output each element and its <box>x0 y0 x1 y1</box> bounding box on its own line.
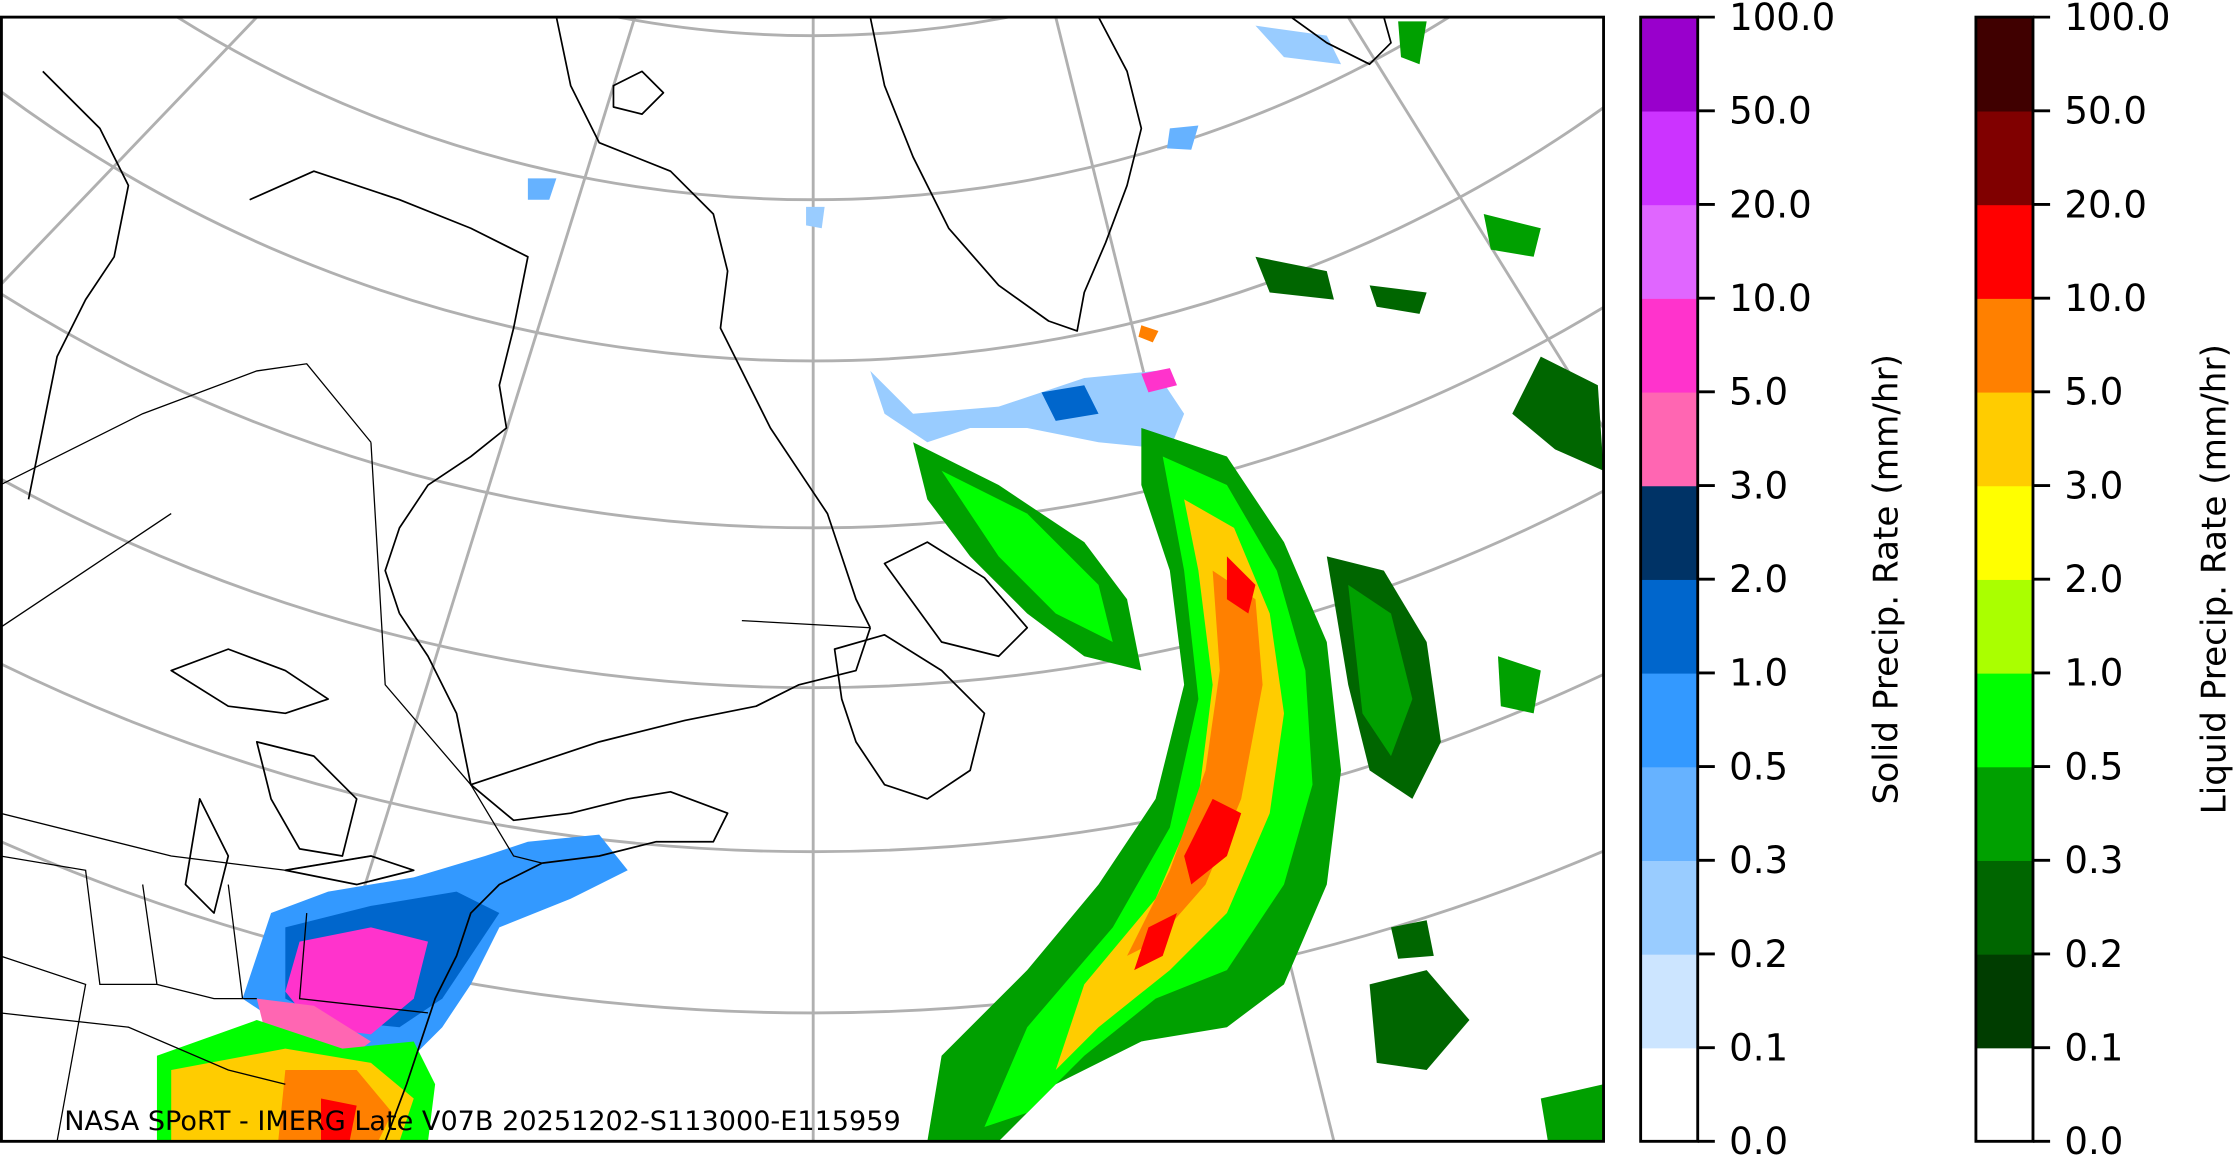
colorbar-bin <box>1640 953 1698 1049</box>
solid-colorbar-title: Solid Precip. Rate (mm/hr) <box>1866 354 1906 804</box>
colorbar-tick-label: 2.0 <box>2064 558 2123 601</box>
colorbar-bin <box>1975 672 2033 768</box>
colorbar-bin <box>1640 204 1698 299</box>
colorbar-bin <box>1975 953 2033 1049</box>
precip-solid-labrador-sea <box>870 368 1185 450</box>
colorbar-tick-label: 0.3 <box>2064 839 2123 882</box>
colorbar-tick-label: 0.0 <box>2064 1120 2123 1163</box>
map-panel <box>1 17 1604 1142</box>
coastlines <box>27 17 1392 1142</box>
colorbar-bin <box>1975 485 2033 580</box>
colorbar-bin <box>1640 110 1698 206</box>
colorbar-tick-label: 3.0 <box>2064 464 2123 507</box>
colorbar-tick-label: 10.0 <box>2064 277 2147 320</box>
colorbar-tick-label: 0.5 <box>1729 745 1788 788</box>
colorbar-bin <box>1975 860 2033 955</box>
colorbar-bin <box>1640 860 1698 955</box>
solid-precip-colorbar: 0.0 0.1 0.2 0.3 0.5 1.0 2.0 3.0 5.0 10.0 20.0 50.0 1… <box>1639 0 1835 1163</box>
colorbar-bin <box>1640 17 1698 112</box>
colorbar-tick-label: 0.2 <box>2064 933 2123 976</box>
map-frame <box>0 15 1605 1143</box>
colorbar-tick-label: 0.1 <box>2064 1026 2123 1069</box>
precip-solid-scattered <box>527 25 1342 343</box>
precip-liquid-mid-atlantic <box>156 1020 436 1142</box>
colorbar-tick-label: 0.5 <box>2064 745 2123 788</box>
colorbar-tick-label: 5.0 <box>1729 371 1788 414</box>
liquid-colorbar-title: Liquid Precip. Rate (mm/hr) <box>2195 344 2235 814</box>
colorbar-bin <box>1975 766 2033 861</box>
colorbar-bin <box>1975 204 2033 299</box>
colorbar-tick-label: 50.0 <box>2064 90 2147 133</box>
colorbar-tick-label: 50.0 <box>1729 90 1812 133</box>
liquid-precip-colorbar: 0.0 0.1 0.2 0.3 0.5 1.0 2.0 3.0 5.0 10.0 20.0 50.0 1… <box>1974 0 2171 1163</box>
colorbar-bin <box>1975 110 2033 206</box>
colorbar-bin <box>1640 579 1698 674</box>
colorbar-bin <box>1975 298 2033 393</box>
colorbar-tick-label: 1.0 <box>1729 652 1788 695</box>
colorbar-bin <box>1975 17 2033 112</box>
colorbar-tick-label: 20.0 <box>2064 183 2147 226</box>
colorbar-tick-label: 100.0 <box>2064 0 2170 39</box>
data-source-caption: NASA SPoRT - IMERG Late V07B 20251202-S1… <box>64 1106 901 1137</box>
colorbar-bin <box>1640 1047 1698 1143</box>
colorbar-bin <box>1975 1047 2033 1143</box>
precip-liquid-scattered-cells <box>1255 21 1604 1142</box>
political-borders <box>1 363 871 1142</box>
colorbar-bin <box>1640 485 1698 580</box>
colorbar-bin <box>1975 391 2033 487</box>
colorbar-tick-label: 20.0 <box>1729 183 1812 226</box>
colorbar-bin <box>1640 766 1698 861</box>
colorbar-bin <box>1975 579 2033 674</box>
precip-liquid-atlantic-band <box>913 427 1441 1142</box>
colorbar-tick-label: 0.0 <box>1729 1120 1788 1163</box>
colorbar-bin <box>1640 391 1698 487</box>
colorbar-bin <box>1640 298 1698 393</box>
colorbar-tick-label: 5.0 <box>2064 371 2123 414</box>
colorbar-tick-label: 10.0 <box>1729 277 1812 320</box>
colorbar-tick-label: 0.2 <box>1729 933 1788 976</box>
precip-solid-northeast-us <box>242 834 628 1063</box>
colorbar-tick-label: 100.0 <box>1729 0 1835 39</box>
colorbar-bin <box>1640 672 1698 768</box>
colorbar-tick-label: 0.3 <box>1729 839 1788 882</box>
colorbar-tick-label: 3.0 <box>1729 464 1788 507</box>
colorbar-tick-label: 1.0 <box>2064 652 2123 695</box>
colorbar-tick-label: 2.0 <box>1729 558 1788 601</box>
colorbar-tick-label: 0.1 <box>1729 1026 1788 1069</box>
